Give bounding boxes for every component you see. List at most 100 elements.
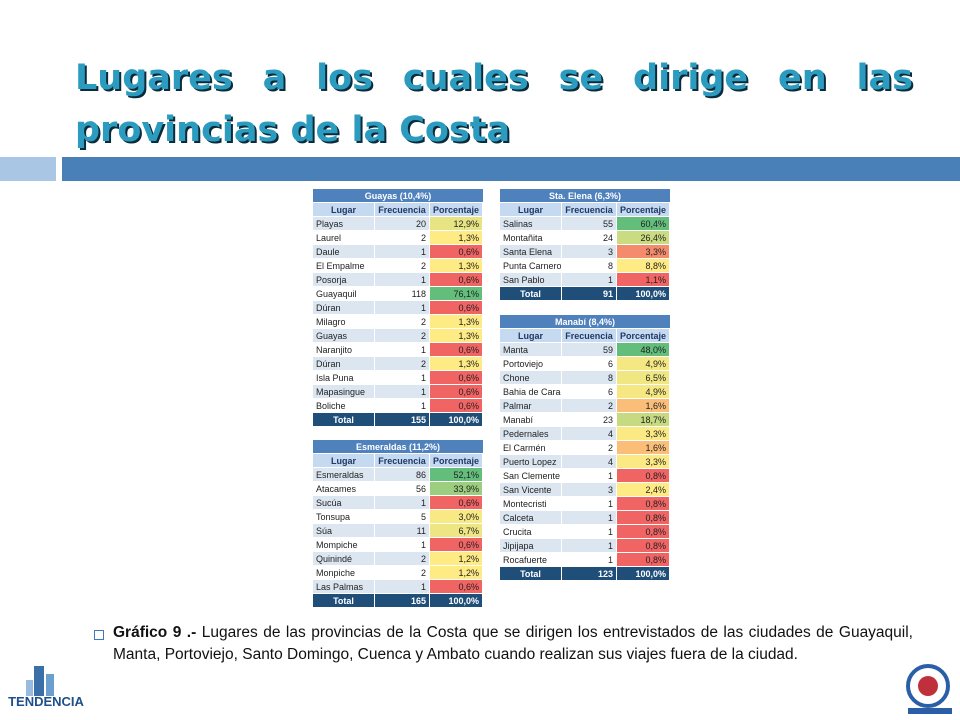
percentage-cell: 1,2% <box>430 552 483 565</box>
frequency-cell: 2 <box>375 566 430 579</box>
accent-square <box>0 157 56 181</box>
frequency-cell: 2 <box>375 315 430 328</box>
frequency-cell: 8 <box>562 259 617 272</box>
place-cell: Crucita <box>500 525 562 538</box>
place-cell: Guayaquil <box>313 287 375 300</box>
percentage-cell: 1,6% <box>617 399 670 412</box>
percentage-cell: 1,3% <box>430 315 483 328</box>
place-cell: Montecristi <box>500 497 562 510</box>
frequency-cell: 1 <box>375 273 430 286</box>
percentage-cell: 3,3% <box>617 427 670 440</box>
table-title: Manabí (8,4%) <box>500 315 670 328</box>
total-cell: Total <box>500 287 562 300</box>
frequency-cell: 1 <box>562 525 617 538</box>
frequency-cell: 1 <box>375 385 430 398</box>
place-cell: El Carmén <box>500 441 562 454</box>
total-cell: 100,0% <box>430 413 483 426</box>
column-header: Frecuencia <box>562 329 617 342</box>
place-cell: Salinas <box>500 217 562 230</box>
percentage-cell: 0,8% <box>617 525 670 538</box>
percentage-cell: 4,9% <box>617 357 670 370</box>
percentage-cell: 3,3% <box>617 245 670 258</box>
frequency-cell: 20 <box>375 217 430 230</box>
place-cell: Manta <box>500 343 562 356</box>
table-title: Sta. Elena (6,3%) <box>500 189 670 202</box>
place-cell: Mompiche <box>313 538 375 551</box>
percentage-cell: 1,6% <box>617 441 670 454</box>
place-cell: Milagro <box>313 315 375 328</box>
total-cell: Total <box>313 413 375 426</box>
table-title: Guayas (10,4%) <box>313 189 483 202</box>
frequency-cell: 1 <box>375 580 430 593</box>
place-cell: Atacames <box>313 482 375 495</box>
bullet <box>94 630 104 640</box>
percentage-cell: 0,6% <box>430 399 483 412</box>
frequency-cell: 1 <box>375 371 430 384</box>
percentage-cell: 0,6% <box>430 385 483 398</box>
frequency-cell: 2 <box>375 552 430 565</box>
percentage-cell: 48,0% <box>617 343 670 356</box>
place-cell: Sucúa <box>313 496 375 509</box>
percentage-cell: 2,4% <box>617 483 670 496</box>
place-cell: Manabí <box>500 413 562 426</box>
frequency-cell: 118 <box>375 287 430 300</box>
caption-label: Gráfico 9 .- <box>113 624 197 641</box>
column-header: Porcentaje <box>617 203 670 216</box>
place-cell: Playas <box>313 217 375 230</box>
percentage-cell: 1,3% <box>430 259 483 272</box>
percentage-cell: 0,8% <box>617 469 670 482</box>
place-cell: Punta Carnero <box>500 259 562 272</box>
frequency-cell: 2 <box>562 399 617 412</box>
percentage-cell: 1,3% <box>430 329 483 342</box>
place-cell: Rocafuerte <box>500 553 562 566</box>
frequency-cell: 1 <box>562 273 617 286</box>
frequency-cell: 1 <box>562 497 617 510</box>
place-cell: Dúran <box>313 357 375 370</box>
frequency-cell: 2 <box>375 259 430 272</box>
percentage-cell: 0,6% <box>430 538 483 551</box>
percentage-cell: 0,6% <box>430 343 483 356</box>
percentage-cell: 18,7% <box>617 413 670 426</box>
place-cell: Quinindé <box>313 552 375 565</box>
percentage-cell: 0,6% <box>430 273 483 286</box>
percentage-cell: 76,1% <box>430 287 483 300</box>
percentage-cell: 6,5% <box>617 371 670 384</box>
frequency-cell: 1 <box>562 553 617 566</box>
place-cell: San Vicente <box>500 483 562 496</box>
percentage-cell: 6,7% <box>430 524 483 537</box>
logo-text: TENDENCIA <box>8 694 84 709</box>
place-cell: Calceta <box>500 511 562 524</box>
place-cell: Súa <box>313 524 375 537</box>
frequency-cell: 23 <box>562 413 617 426</box>
frequency-cell: 56 <box>375 482 430 495</box>
place-cell: Santa Elena <box>500 245 562 258</box>
percentage-cell: 3,0% <box>430 510 483 523</box>
place-cell: Bahia de Caraqu <box>500 385 562 398</box>
frequency-cell: 6 <box>562 385 617 398</box>
frequency-cell: 2 <box>375 231 430 244</box>
logo-right <box>906 664 952 714</box>
percentage-cell: 0,8% <box>617 497 670 510</box>
column-header: Porcentaje <box>430 203 483 216</box>
percentage-cell: 1,1% <box>617 273 670 286</box>
frequency-cell: 4 <box>562 427 617 440</box>
percentage-cell: 12,9% <box>430 217 483 230</box>
frequency-cell: 1 <box>375 245 430 258</box>
total-cell: 100,0% <box>617 287 670 300</box>
table-title: Esmeraldas (11,2%) <box>313 440 483 453</box>
place-cell: Las Palmas <box>313 580 375 593</box>
caption-text: Lugares de las provincias de la Costa qu… <box>113 624 913 663</box>
percentage-cell: 1,2% <box>430 566 483 579</box>
percentage-cell: 0,8% <box>617 539 670 552</box>
total-cell: 100,0% <box>617 567 670 580</box>
column-header: Lugar <box>500 329 562 342</box>
place-cell: Monpiche <box>313 566 375 579</box>
frequency-cell: 1 <box>375 496 430 509</box>
frequency-cell: 3 <box>562 245 617 258</box>
frequency-cell: 1 <box>375 343 430 356</box>
frequency-cell: 2 <box>562 441 617 454</box>
place-cell: Dúran <box>313 301 375 314</box>
percentage-cell: 3,3% <box>617 455 670 468</box>
percentage-cell: 4,9% <box>617 385 670 398</box>
logo-left: TENDENCIA <box>8 666 85 709</box>
